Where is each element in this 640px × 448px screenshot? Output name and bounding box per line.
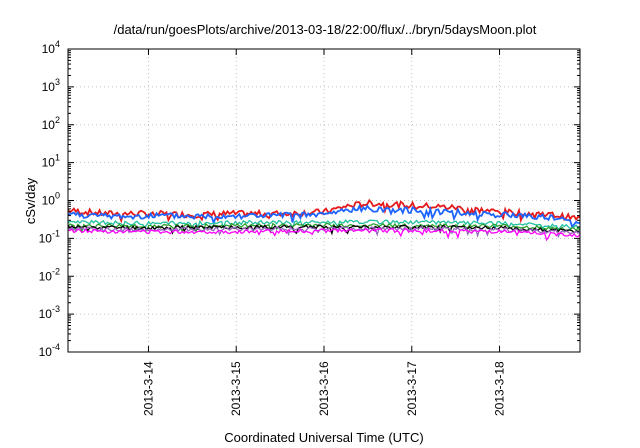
- y-tick-label: 10-4: [39, 342, 60, 359]
- plot-series: [67, 198, 581, 242]
- y-tick-label: 10-1: [39, 228, 60, 245]
- series-line: [67, 224, 581, 236]
- series-line: [67, 203, 581, 229]
- y-tick-label: 10-2: [39, 266, 60, 283]
- x-tick-label: 2013-3-15: [229, 361, 243, 416]
- x-axis-label: Coordinated Universal Time (UTC): [224, 430, 423, 445]
- x-tick-label: 2013-3-17: [405, 361, 419, 416]
- y-tick-label: 100: [42, 191, 60, 208]
- grid: [68, 49, 580, 352]
- series-line: [67, 219, 581, 231]
- x-tick-label: 2013-3-16: [317, 361, 331, 416]
- y-tick-label: 104: [42, 39, 60, 56]
- series-line: [67, 227, 581, 242]
- x-tick-label: 2013-3-14: [141, 361, 155, 416]
- x-tick-label: 2013-3-18: [493, 361, 507, 416]
- y-tick-label: 101: [42, 153, 60, 170]
- series-line: [67, 222, 581, 234]
- y-axis-label: cSv/day: [23, 177, 38, 224]
- y-tick-label: 10-3: [39, 304, 60, 321]
- y-tick-label: 103: [42, 77, 60, 94]
- y-tick-label: 102: [42, 115, 60, 132]
- chart-title: /data/run/goesPlots/archive/2013-03-18/2…: [114, 22, 537, 37]
- series-line: [67, 198, 581, 224]
- axes: 10-4 10-3 10-2 10-1 100 101 102 103 104 2013-3-14…: [39, 39, 580, 416]
